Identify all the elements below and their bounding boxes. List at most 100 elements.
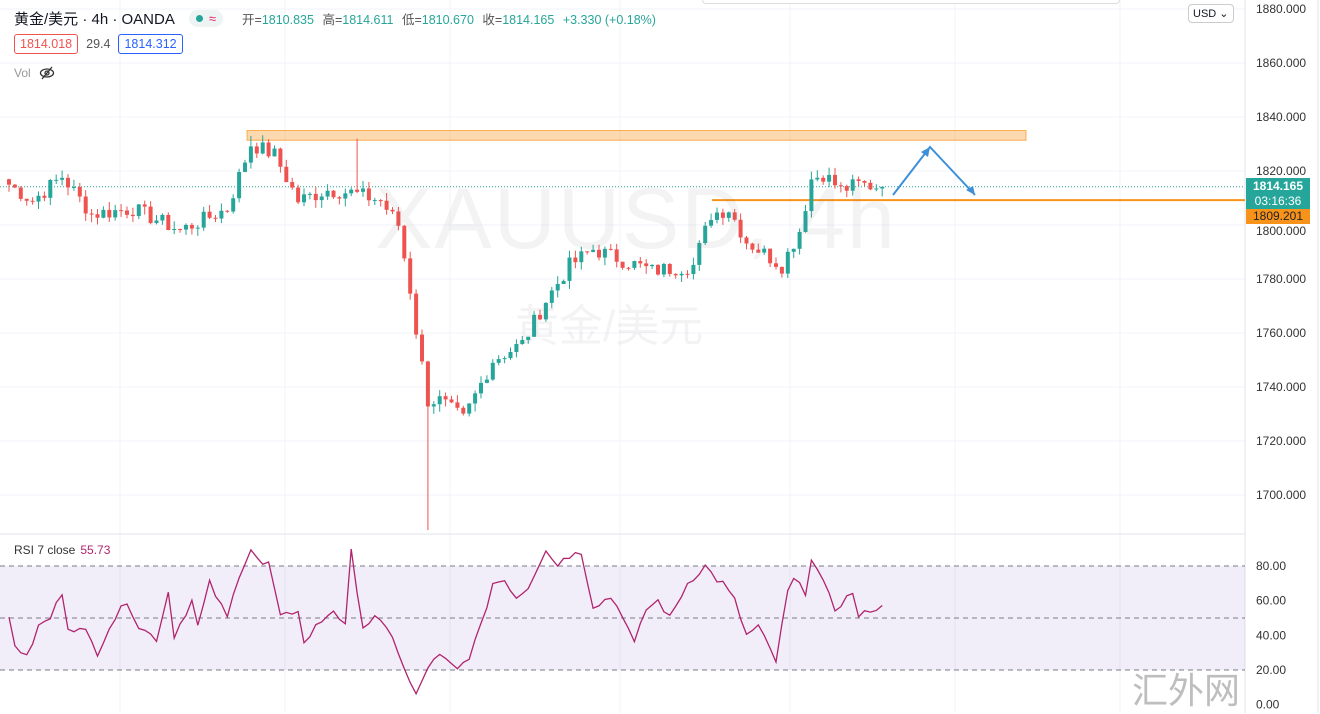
- candle-body: [585, 251, 590, 253]
- price-tick-label: 1800.000: [1256, 224, 1306, 238]
- candle-body: [744, 237, 749, 244]
- candle-body: [803, 211, 808, 232]
- candle-body: [538, 314, 542, 320]
- price-tick-label: 1780.000: [1256, 272, 1306, 286]
- candle-body: [449, 399, 454, 403]
- eye-hidden-icon[interactable]: [39, 66, 55, 80]
- candle-body: [797, 231, 802, 249]
- candle-body: [172, 229, 177, 231]
- close-label: 收=: [482, 13, 503, 27]
- price-tick-label: 1760.000: [1256, 326, 1306, 340]
- arrow-head-down-icon: [966, 186, 975, 195]
- candle-body: [543, 302, 548, 320]
- price-tick-label: 1740.000: [1256, 380, 1306, 394]
- candle-body: [838, 185, 843, 187]
- candle-body: [827, 174, 832, 182]
- candle-body: [467, 403, 472, 414]
- low-value: 1810.670: [421, 13, 474, 27]
- quote-row: 1814.018 29.4 1814.312: [14, 34, 183, 54]
- candle-body: [420, 334, 424, 362]
- candle-body: [278, 148, 283, 167]
- candle-body: [296, 187, 301, 203]
- candle-body: [502, 358, 507, 360]
- candle-body: [36, 195, 41, 202]
- rsi-tick-label: 60.00: [1256, 594, 1286, 608]
- candle-body: [302, 194, 306, 203]
- candle-body: [130, 214, 135, 217]
- candle-body: [248, 146, 253, 163]
- candle-body: [650, 264, 655, 267]
- candle-body: [349, 189, 354, 194]
- candle-body: [644, 263, 649, 267]
- buy-price-button[interactable]: 1814.312: [118, 34, 183, 54]
- candle-body: [656, 264, 660, 275]
- candle-body: [443, 396, 448, 400]
- change-value: +3.330 (+0.18%): [562, 13, 656, 27]
- candle-body: [638, 261, 643, 264]
- low-label: 低=: [401, 13, 422, 27]
- candle-body: [361, 188, 365, 192]
- high-label: 高=: [322, 13, 343, 27]
- candle-body: [201, 211, 206, 228]
- candle-body: [484, 379, 489, 383]
- candle-body: [715, 212, 719, 220]
- candle-body: [815, 177, 820, 180]
- candle-body: [343, 193, 348, 199]
- price-tick-label: 1840.000: [1256, 110, 1306, 124]
- candle-body: [514, 344, 519, 353]
- candle-body: [101, 209, 106, 218]
- price-tick-label: 1720.000: [1256, 434, 1306, 448]
- candle-body: [496, 359, 501, 363]
- candle-body: [703, 225, 708, 244]
- candle-body: [726, 212, 731, 218]
- currency-select[interactable]: USD ⌄: [1188, 4, 1234, 23]
- top-toolbar-edge: [702, 0, 1120, 4]
- candle-body: [750, 243, 755, 250]
- candle-body: [42, 195, 47, 198]
- rsi-tick-label: 40.00: [1256, 628, 1286, 642]
- candle-body: [113, 210, 118, 218]
- candle-body: [71, 186, 76, 188]
- arrow-head-up-icon: [921, 147, 930, 157]
- candle-body: [626, 267, 631, 269]
- candle-body: [284, 166, 289, 183]
- candle-body: [396, 211, 401, 226]
- candle-body: [18, 187, 23, 199]
- price-tick-label: 1700.000: [1256, 488, 1306, 502]
- candle-body: [225, 210, 230, 212]
- candle-body: [880, 186, 885, 189]
- candle-body: [508, 352, 513, 359]
- price-tick-label: 1880.000: [1256, 2, 1306, 16]
- open-value: 1810.835: [261, 13, 314, 27]
- candle-body: [372, 200, 377, 202]
- candle-body: [12, 184, 17, 188]
- candle-body: [213, 217, 218, 219]
- symbol-header: 黄金/美元 · 4h · OANDA ≈ 开=1810.835 高=1814.6…: [14, 8, 656, 29]
- candle-body: [821, 177, 826, 182]
- candle-body: [868, 182, 873, 190]
- candle-body: [774, 263, 778, 267]
- ohlc-values: 开=1810.835 高=1814.611 低=1810.670 收=1814.…: [237, 9, 656, 28]
- candle-body: [709, 219, 714, 226]
- candle-body: [479, 382, 483, 394]
- resistance-zone: [246, 130, 1027, 141]
- candle-body: [667, 264, 672, 274]
- candle-body: [319, 196, 324, 201]
- candle-body: [154, 220, 159, 224]
- status-indicators[interactable]: ≈: [188, 10, 223, 27]
- sell-price-button[interactable]: 1814.018: [14, 34, 79, 54]
- candle-body: [89, 213, 94, 215]
- candle-body: [260, 142, 265, 154]
- candle-body: [207, 211, 212, 218]
- symbol-title[interactable]: 黄金/美元 · 4h · OANDA: [14, 11, 175, 28]
- candle-body: [60, 177, 65, 180]
- candle-body: [549, 290, 554, 303]
- candle-body: [290, 182, 295, 188]
- last-price-tag: 1814.165 03:16:36: [1246, 178, 1310, 209]
- candle-body: [107, 209, 112, 218]
- candle-body: [526, 336, 531, 340]
- candle-body: [862, 180, 867, 183]
- candle-body: [809, 179, 814, 212]
- candle-body: [178, 229, 183, 231]
